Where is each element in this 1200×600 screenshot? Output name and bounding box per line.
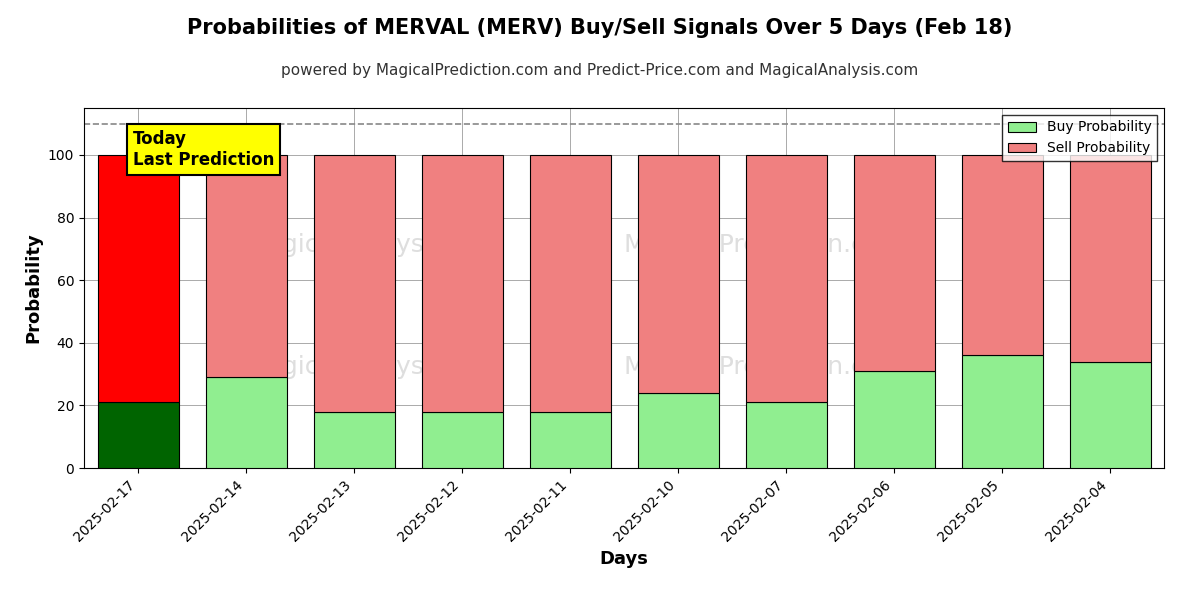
Text: MagicalAnalysis.com: MagicalAnalysis.com — [246, 355, 505, 379]
Text: Today
Last Prediction: Today Last Prediction — [132, 130, 274, 169]
Bar — [97, 155, 179, 402]
Text: MagicalPrediction.com: MagicalPrediction.com — [624, 355, 905, 379]
Bar — [637, 155, 719, 393]
Bar — [529, 155, 611, 412]
Bar — [745, 402, 827, 468]
Text: MagicalPrediction.com: MagicalPrediction.com — [624, 233, 905, 257]
Bar — [637, 393, 719, 468]
Text: MagicalAnalysis.com: MagicalAnalysis.com — [246, 233, 505, 257]
X-axis label: Days: Days — [600, 550, 648, 568]
Text: Probabilities of MERVAL (MERV) Buy/Sell Signals Over 5 Days (Feb 18): Probabilities of MERVAL (MERV) Buy/Sell … — [187, 18, 1013, 38]
Y-axis label: Probability: Probability — [24, 233, 42, 343]
Text: powered by MagicalPrediction.com and Predict-Price.com and MagicalAnalysis.com: powered by MagicalPrediction.com and Pre… — [281, 63, 919, 78]
Bar — [853, 371, 935, 468]
Bar — [1069, 362, 1151, 468]
Bar — [421, 412, 503, 468]
Bar — [205, 155, 287, 377]
Bar — [205, 377, 287, 468]
Bar — [853, 155, 935, 371]
Bar — [745, 155, 827, 402]
Bar — [313, 412, 395, 468]
Bar — [421, 155, 503, 412]
Bar — [313, 155, 395, 412]
Bar — [529, 412, 611, 468]
Bar — [961, 155, 1043, 355]
Bar — [97, 402, 179, 468]
Legend: Buy Probability, Sell Probability: Buy Probability, Sell Probability — [1002, 115, 1157, 161]
Bar — [961, 355, 1043, 468]
Bar — [1069, 155, 1151, 362]
